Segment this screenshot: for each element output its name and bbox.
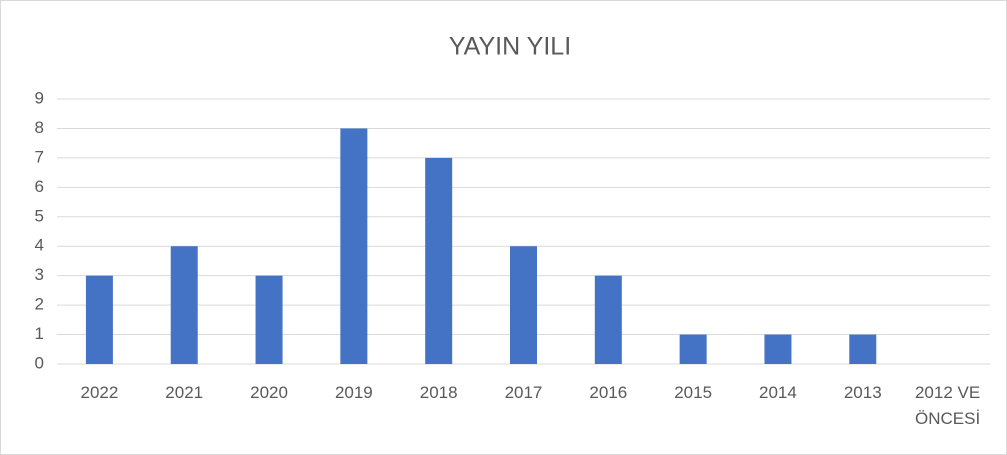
y-tick-label: 3 [35, 265, 44, 284]
bar [849, 334, 877, 364]
y-tick-label: 8 [35, 118, 44, 137]
y-tick-label: 0 [35, 353, 44, 372]
x-tick-label: 2021 [165, 383, 204, 402]
x-tick-label: 2019 [334, 383, 373, 402]
x-tick-label: 2015 [674, 383, 713, 402]
x-tick-label: 2013 [843, 383, 882, 402]
bar [679, 334, 707, 364]
bar [340, 128, 368, 364]
x-tick-label: 2022 [80, 383, 119, 402]
y-tick-label: 2 [35, 295, 44, 314]
y-tick-label: 9 [35, 88, 44, 107]
bar [510, 246, 537, 364]
bar [170, 246, 198, 364]
bar [764, 334, 792, 364]
bar [425, 157, 453, 364]
x-tick-label: 2014 [759, 383, 797, 402]
y-tick-label: 7 [35, 147, 44, 166]
bar [85, 275, 113, 364]
bar [255, 275, 283, 364]
bar [594, 275, 622, 364]
x-tick-label: 2018 [419, 383, 458, 402]
y-tick-label: 6 [35, 177, 44, 196]
x-tick-label: 2020 [250, 383, 288, 402]
chart-title: YAYIN YILI [449, 33, 571, 61]
y-tick-label: 4 [35, 236, 44, 255]
y-tick-label: 1 [35, 324, 44, 343]
x-tick-label: 2012 VE ÖNCESİ [914, 383, 981, 428]
x-tick-label: 2016 [589, 383, 628, 402]
y-tick-label: 5 [35, 206, 44, 225]
x-tick-label: 2017 [504, 383, 543, 402]
